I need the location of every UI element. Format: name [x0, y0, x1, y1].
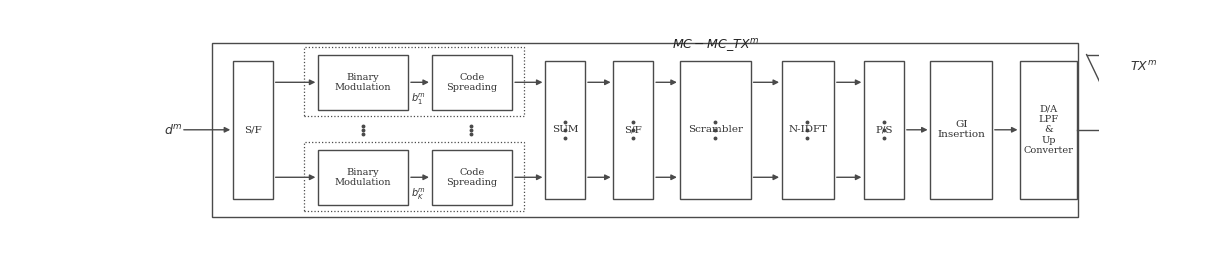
- Text: Binary
Modulation: Binary Modulation: [335, 168, 392, 187]
- FancyBboxPatch shape: [432, 54, 513, 110]
- FancyBboxPatch shape: [613, 61, 653, 199]
- FancyBboxPatch shape: [212, 43, 1078, 217]
- FancyBboxPatch shape: [319, 54, 408, 110]
- Text: $\mathit{MC - MC\_TX^{m}}$: $\mathit{MC - MC\_TX^{m}}$: [672, 37, 759, 54]
- FancyBboxPatch shape: [319, 150, 408, 205]
- Text: GI
Insertion: GI Insertion: [938, 120, 985, 140]
- Text: D/A
LPF
&
Up
Converter: D/A LPF & Up Converter: [1024, 105, 1073, 155]
- Text: $b_1^m$: $b_1^m$: [411, 91, 426, 107]
- Text: N-IDFT: N-IDFT: [789, 125, 828, 134]
- Text: $d^m$: $d^m$: [164, 123, 183, 137]
- FancyBboxPatch shape: [432, 150, 513, 205]
- FancyBboxPatch shape: [864, 61, 904, 199]
- FancyBboxPatch shape: [233, 61, 272, 199]
- FancyBboxPatch shape: [930, 61, 991, 199]
- Text: S/F: S/F: [244, 125, 261, 134]
- Text: S/F: S/F: [624, 125, 642, 134]
- Text: Binary
Modulation: Binary Modulation: [335, 72, 392, 92]
- Text: SUM: SUM: [552, 125, 579, 134]
- Text: Scrambler: Scrambler: [687, 125, 742, 134]
- Text: Code
Spreading: Code Spreading: [447, 168, 497, 187]
- Text: Code
Spreading: Code Spreading: [447, 72, 497, 92]
- Text: P/S: P/S: [875, 125, 893, 134]
- FancyBboxPatch shape: [680, 61, 751, 199]
- FancyBboxPatch shape: [781, 61, 834, 199]
- FancyBboxPatch shape: [1021, 61, 1077, 199]
- Text: $\mathit{TX^m}$: $\mathit{TX^m}$: [1131, 59, 1158, 74]
- FancyBboxPatch shape: [546, 61, 585, 199]
- Text: $b_K^m$: $b_K^m$: [411, 186, 426, 201]
